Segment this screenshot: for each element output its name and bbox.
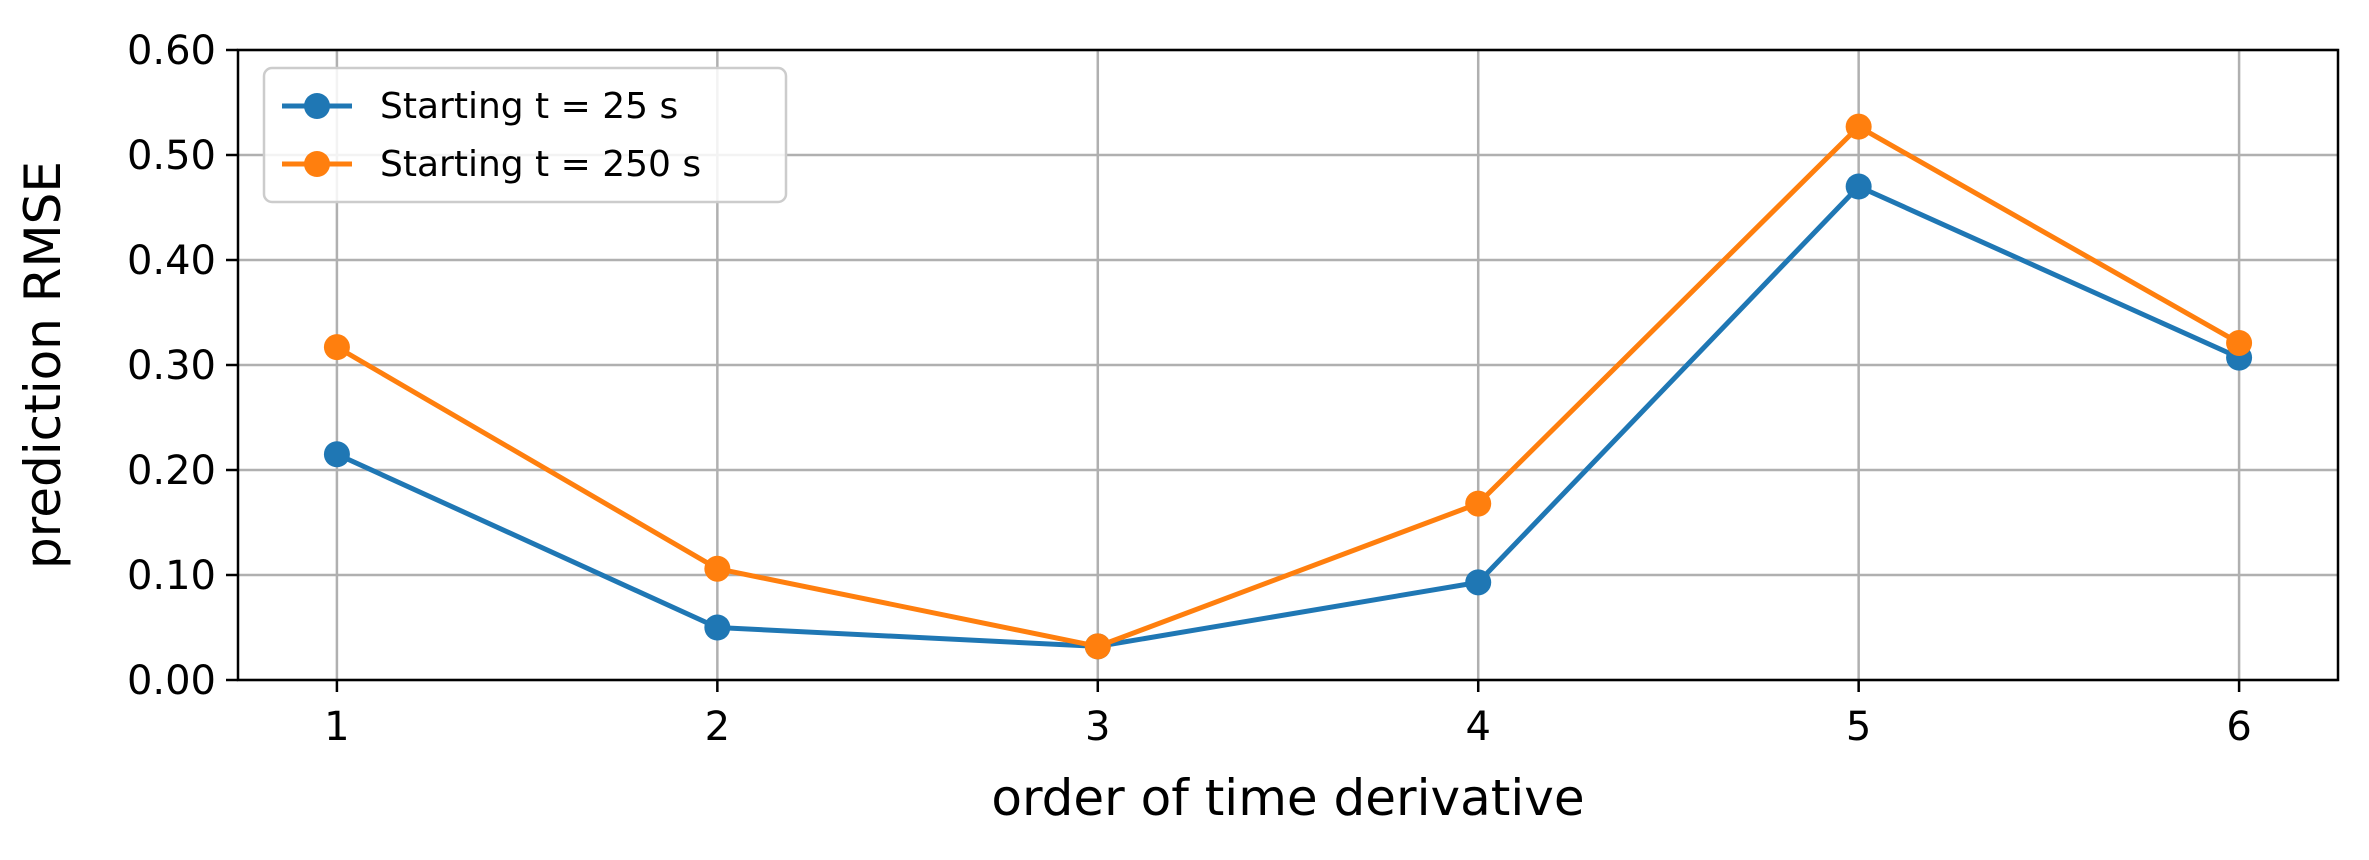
x-tick-label: 2 xyxy=(705,704,730,750)
x-tick-label: 6 xyxy=(2226,704,2251,750)
x-tick-label: 5 xyxy=(1846,704,1871,750)
x-tick-label: 3 xyxy=(1085,704,1110,750)
data-point xyxy=(1465,569,1492,596)
y-tick-label: 0.60 xyxy=(127,28,216,74)
legend: Starting t = 25 s Starting t = 250 s xyxy=(262,66,788,204)
y-axis-label: prediction RMSE xyxy=(14,161,72,569)
legend-marker xyxy=(304,151,330,177)
y-tick-label: 0.10 xyxy=(127,553,216,599)
y-tick-label: 0.30 xyxy=(127,343,216,389)
x-axis: 1 2 3 4 5 6 xyxy=(324,680,2252,750)
data-point xyxy=(1845,173,1872,200)
data-point xyxy=(704,555,731,582)
y-tick-label: 0.40 xyxy=(127,238,216,284)
data-point xyxy=(2226,329,2253,356)
y-tick-label: 0.00 xyxy=(127,658,216,704)
y-axis: 0.00 0.10 0.20 0.30 0.40 0.50 0.60 xyxy=(127,28,238,704)
data-point xyxy=(1084,633,1111,660)
legend-label: Starting t = 25 s xyxy=(380,86,678,127)
data-point xyxy=(1465,490,1492,517)
legend-box xyxy=(262,66,788,204)
data-point xyxy=(704,614,731,641)
x-tick-label: 4 xyxy=(1465,704,1490,750)
x-tick-label: 1 xyxy=(324,704,349,750)
series-line xyxy=(335,124,2241,649)
series-2 xyxy=(323,113,2253,660)
legend-marker xyxy=(304,93,330,119)
legend-label: Starting t = 250 s xyxy=(380,144,701,185)
data-point xyxy=(1845,113,1872,140)
data-point xyxy=(323,441,350,468)
series-line xyxy=(335,184,2241,649)
x-axis-label: order of time derivative xyxy=(991,769,1584,827)
data-point xyxy=(323,334,350,361)
series-layer xyxy=(323,113,2253,660)
y-tick-label: 0.20 xyxy=(127,448,216,494)
y-tick-label: 0.50 xyxy=(127,133,216,179)
